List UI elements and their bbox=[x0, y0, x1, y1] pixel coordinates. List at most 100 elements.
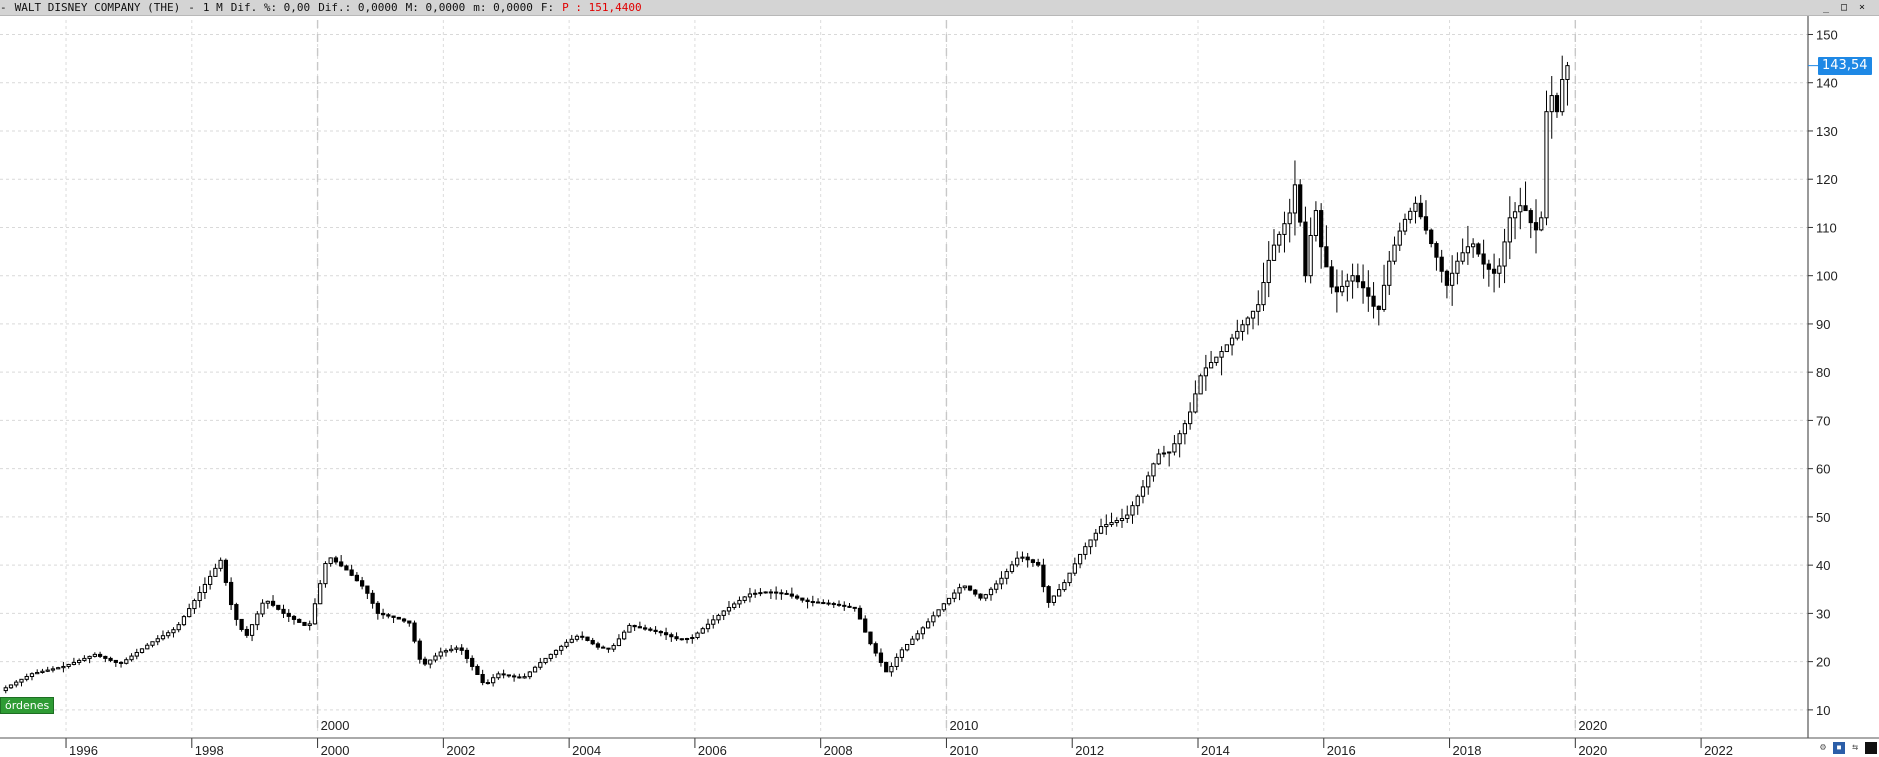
candle-body bbox=[443, 650, 449, 653]
candle-body bbox=[339, 561, 344, 567]
candle-body bbox=[1387, 260, 1392, 286]
candle-body bbox=[124, 659, 129, 664]
chart-toolbar: ⚙ ▪ ⇆ bbox=[1817, 741, 1877, 755]
candle-body bbox=[380, 612, 386, 616]
candle-body bbox=[532, 666, 538, 673]
candle-body bbox=[50, 668, 56, 671]
candle-body bbox=[155, 638, 160, 643]
candle-body bbox=[396, 616, 401, 620]
settings-icon[interactable]: ⚙ bbox=[1819, 742, 1827, 753]
candle-body bbox=[1350, 275, 1355, 282]
candle-body bbox=[1240, 324, 1245, 332]
orders-button[interactable]: órdenes bbox=[0, 697, 55, 714]
candle-body bbox=[1334, 286, 1339, 293]
candle-body bbox=[1507, 217, 1512, 243]
candle-body bbox=[784, 592, 789, 595]
candle-body bbox=[454, 647, 459, 650]
candle-body bbox=[166, 632, 171, 637]
y-tick-label: 130 bbox=[1816, 124, 1838, 139]
y-tick-label: 70 bbox=[1816, 413, 1830, 428]
candle-body bbox=[627, 624, 632, 633]
candle-body bbox=[1371, 295, 1376, 307]
candle-body bbox=[1130, 505, 1135, 516]
candle-body bbox=[228, 581, 234, 606]
candle-body bbox=[412, 622, 417, 642]
candle-body bbox=[800, 597, 805, 601]
candle-body bbox=[318, 583, 323, 605]
save-icon[interactable]: ▪ bbox=[1833, 742, 1845, 754]
candle-body bbox=[449, 648, 454, 652]
candle-body bbox=[1444, 270, 1450, 286]
candle-body bbox=[946, 597, 952, 605]
candle-body bbox=[653, 629, 658, 632]
candle-body bbox=[1512, 211, 1518, 219]
candle-body bbox=[464, 649, 470, 659]
decade-label: 2020 bbox=[1578, 718, 1607, 733]
candle-body bbox=[1009, 564, 1015, 573]
candle-body bbox=[8, 684, 14, 689]
candle-body bbox=[1167, 451, 1172, 454]
candle-body bbox=[391, 615, 396, 618]
candle-body bbox=[1140, 486, 1146, 497]
candle-body bbox=[66, 663, 71, 667]
candle-body bbox=[249, 624, 255, 636]
candle-body bbox=[1402, 218, 1408, 232]
candle-body bbox=[1172, 443, 1177, 453]
candle-body bbox=[433, 655, 438, 661]
close-icon[interactable]: × bbox=[1858, 2, 1866, 13]
candle-body bbox=[1198, 375, 1203, 395]
x-tick-label: 2022 bbox=[1704, 743, 1733, 757]
candle-body bbox=[590, 639, 595, 645]
link-icon[interactable]: ⇆ bbox=[1851, 742, 1859, 753]
candle-body bbox=[538, 662, 543, 668]
candle-body bbox=[553, 649, 559, 655]
candle-body bbox=[176, 624, 181, 631]
candle-body bbox=[1004, 571, 1009, 579]
price-chart[interactable]: 10 20 30 40 50 60 70 80 90 100 110 120 130 140 150 1996… bbox=[0, 16, 1879, 757]
candle-body bbox=[270, 600, 276, 606]
candle-body bbox=[192, 600, 197, 610]
period-label[interactable]: 1 M bbox=[202, 1, 223, 14]
candle-body bbox=[1151, 463, 1156, 477]
decade-label: 2010 bbox=[949, 718, 978, 733]
candle-body bbox=[333, 557, 339, 563]
candle-body bbox=[794, 595, 800, 599]
candle-body bbox=[1271, 244, 1277, 261]
candle-body bbox=[810, 601, 815, 604]
candle-body bbox=[61, 665, 66, 669]
candle-body bbox=[438, 651, 443, 657]
candle-body bbox=[1329, 266, 1334, 288]
candle-body bbox=[35, 671, 40, 675]
candle-body bbox=[1203, 367, 1208, 377]
diff-value: Dif.: 0,0000 bbox=[318, 1, 398, 14]
candle-body bbox=[821, 602, 826, 605]
candle-body bbox=[344, 565, 349, 571]
candle-body bbox=[873, 643, 878, 654]
candle-body bbox=[894, 656, 899, 667]
candle-body bbox=[1214, 356, 1219, 364]
candle-body bbox=[842, 604, 847, 607]
candle-body bbox=[1560, 79, 1565, 113]
x-tick-label: 2002 bbox=[446, 743, 475, 757]
candle-body bbox=[82, 657, 87, 661]
candle-body bbox=[1518, 205, 1523, 213]
candle-body bbox=[978, 593, 983, 599]
candle-body bbox=[1277, 233, 1282, 246]
candle-body bbox=[1549, 95, 1554, 113]
candle-body bbox=[1439, 256, 1444, 272]
candle-body bbox=[1062, 582, 1067, 591]
color-icon[interactable] bbox=[1865, 742, 1877, 754]
candle-body bbox=[260, 602, 265, 615]
candle-body bbox=[407, 620, 412, 624]
minimize-icon[interactable]: _ bbox=[1822, 2, 1830, 13]
candle-body bbox=[1104, 524, 1109, 528]
candle-body bbox=[1266, 259, 1271, 284]
candle-body bbox=[847, 605, 852, 608]
header-separator: - bbox=[188, 1, 195, 14]
candle-body bbox=[291, 615, 297, 620]
candle-body bbox=[831, 603, 836, 606]
candle-body bbox=[1056, 589, 1062, 597]
candle-body bbox=[585, 636, 590, 641]
candle-body bbox=[1434, 243, 1439, 258]
restore-icon[interactable]: □ bbox=[1840, 2, 1848, 13]
